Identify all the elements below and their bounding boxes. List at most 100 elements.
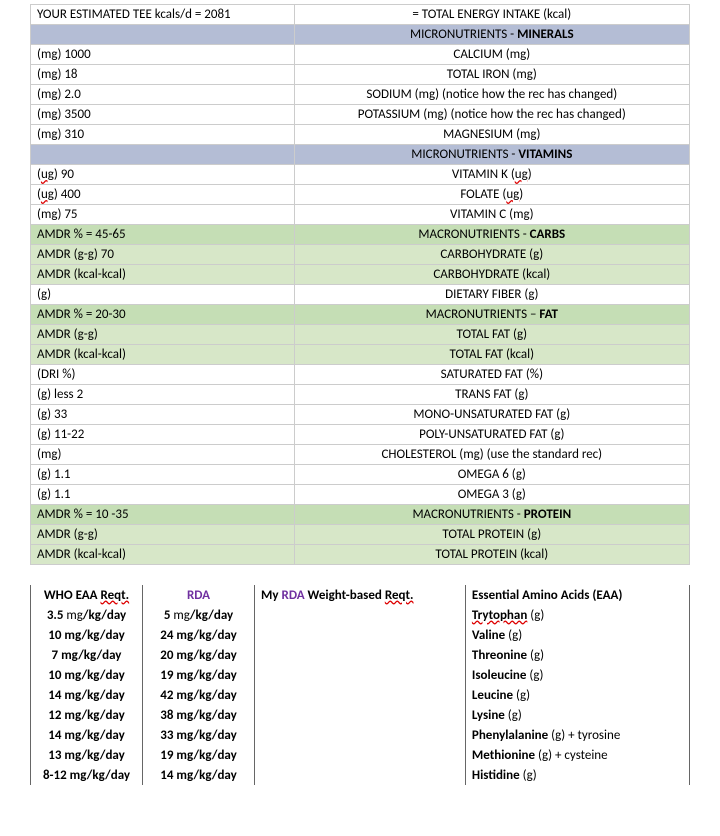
amino-row: 14 mg/kg/day42 mg/kg/dayLeucine (g) (31, 685, 690, 705)
row-left: (DRI %) (31, 365, 295, 385)
table-row: (mg) 1000CALCIUM (mg) (31, 45, 690, 65)
myrda-cell (255, 665, 466, 685)
table-row: AMDR (kcal-kcal)TOTAL FAT (kcal) (31, 345, 690, 365)
row-right: CHOLESTEROL (mg) (use the standard rec) (294, 445, 689, 465)
eaa-cell: Methionine (g) + cysteine (465, 745, 689, 765)
amino-row: 14 mg/kg/day33 mg/kg/day Phenylalanine (g… (31, 725, 690, 745)
row-right: TOTAL PROTEIN (kcal) (294, 545, 689, 565)
amino-row: 8-12 mg/kg/day14 mg/kg/dayHistidine (g) (31, 765, 690, 785)
tee-label: YOUR ESTIMATED TEE kcals/d = 2081 (31, 5, 295, 25)
table-row: (g) less 2TRANS FAT (g) (31, 385, 690, 405)
row-right: OMEGA 6 (g) (294, 465, 689, 485)
rda-cell: 38 mg/kg/day (143, 705, 255, 725)
table-row: (mg) 18TOTAL IRON (mg) (31, 65, 690, 85)
row-left: (mg) 1000 (31, 45, 295, 65)
table-row: (ug) 90VITAMIN K (ug) (31, 165, 690, 185)
amino-row: 7 mg/kg/day20 mg/kg/day Threonine (g) (31, 645, 690, 665)
row-right: TOTAL FAT (g) (294, 325, 689, 345)
row-right: TRANS FAT (g) (294, 385, 689, 405)
row-left: (ug) 90 (31, 165, 295, 185)
rda-cell: 19 mg/kg/day (143, 665, 255, 685)
table-row: (DRI %)SATURATED FAT (%) (31, 365, 690, 385)
table-row: (mg)CHOLESTEROL (mg) (use the standard r… (31, 445, 690, 465)
table-row: (g) 33MONO-UNSATURATED FAT (g) (31, 405, 690, 425)
myrda-cell (255, 745, 466, 765)
table-row: (g) 11-22POLY-UNSATURATED FAT (g) (31, 425, 690, 445)
table-row: (g) 1.1OMEGA 3 (g) (31, 485, 690, 505)
row-left: AMDR (kcal-kcal) (31, 545, 295, 565)
rda-cell: 14 mg/kg/day (143, 765, 255, 785)
who-cell: 10 mg/kg/day (31, 665, 143, 685)
row-right: CALCIUM (mg) (294, 45, 689, 65)
row-right: OMEGA 3 (g) (294, 485, 689, 505)
eaa-cell: Threonine (g) (465, 645, 689, 665)
amino-table: WHO EAA Reqt. RDA My RDA Weight-based Re… (30, 585, 690, 785)
table-row: AMDR (g-g) 70CARBOHYDRATE (g) (31, 245, 690, 265)
row-left: (g) 1.1 (31, 465, 295, 485)
row-right: SODIUM (mg) (notice how the rec has chan… (294, 85, 689, 105)
table-row: AMDR (g-g)TOTAL FAT (g) (31, 325, 690, 345)
table-row: (g)DIETARY FIBER (g) (31, 285, 690, 305)
row-right: VITAMIN K (ug) (294, 165, 689, 185)
eaa-cell: Trytophan (g) (465, 605, 689, 625)
amino-row: 10 mg/kg/day24 mg/kg/dayValine (g) (31, 625, 690, 645)
row-left: (g) 11-22 (31, 425, 295, 445)
who-cell: 14 mg/kg/day (31, 685, 143, 705)
amino-header-row: WHO EAA Reqt. RDA My RDA Weight-based Re… (31, 585, 690, 605)
myrda-cell (255, 645, 466, 665)
row-right: DIETARY FIBER (g) (294, 285, 689, 305)
table-row: (mg) 310MAGNESIUM (mg) (31, 125, 690, 145)
myrda-cell (255, 765, 466, 785)
row-right: VITAMIN C (mg) (294, 205, 689, 225)
rda-cell: 19 mg/kg/day (143, 745, 255, 765)
row-right: POTASSIUM (mg) (notice how the rec has c… (294, 105, 689, 125)
rda-cell: 20 mg/kg/day (143, 645, 255, 665)
row-right: POLY-UNSATURATED FAT (g) (294, 425, 689, 445)
tee-row: YOUR ESTIMATED TEE kcals/d = 2081 = TOTA… (31, 5, 690, 25)
eaa-cell: Phenylalanine (g) + tyrosine (465, 725, 689, 745)
row-left: AMDR (g-g) (31, 525, 295, 545)
amino-row: 13 mg/kg/day19 mg/kg/day Methionine (g) +… (31, 745, 690, 765)
rda-cell: 33 mg/kg/day (143, 725, 255, 745)
row-right: TOTAL PROTEIN (g) (294, 525, 689, 545)
row-right: CARBOHYDRATE (kcal) (294, 265, 689, 285)
who-header: WHO EAA Reqt. (31, 585, 143, 605)
table-row: (ug) 400FOLATE (ug) (31, 185, 690, 205)
amino-row: 12 mg/kg/day38 mg/kg/dayLysine (g) (31, 705, 690, 725)
row-left: (ug) 400 (31, 185, 295, 205)
row-left: (mg) (31, 445, 295, 465)
who-cell: 13 mg/kg/day (31, 745, 143, 765)
row-right: MAGNESIUM (mg) (294, 125, 689, 145)
vitamins-header: MICRONUTRIENTS - VITAMINS (31, 145, 690, 165)
myrda-cell (255, 685, 466, 705)
myrda-cell (255, 605, 466, 625)
table-row: AMDR (kcal-kcal)TOTAL PROTEIN (kcal) (31, 545, 690, 565)
rda-header: RDA (143, 585, 255, 605)
fat-header: AMDR % = 20-30 MACRONUTRIENTS – FAT (31, 305, 690, 325)
who-cell: 7 mg/kg/day (31, 645, 143, 665)
row-left: AMDR (g-g) 70 (31, 245, 295, 265)
eaa-cell: Lysine (g) (465, 705, 689, 725)
row-left: (mg) 75 (31, 205, 295, 225)
who-cell: 3.5 mg/kg/day (31, 605, 143, 625)
amino-row: 3.5 mg/kg/day5 mg/kg/dayTrytophan (g) (31, 605, 690, 625)
row-right: FOLATE (ug) (294, 185, 689, 205)
row-left: (mg) 2.0 (31, 85, 295, 105)
table-row: AMDR (kcal-kcal)CARBOHYDRATE (kcal) (31, 265, 690, 285)
row-left: (g) 1.1 (31, 485, 295, 505)
table-row: (mg) 3500POTASSIUM (mg) (notice how the … (31, 105, 690, 125)
row-right: CARBOHYDRATE (g) (294, 245, 689, 265)
myrda-cell (255, 725, 466, 745)
minerals-header: MICRONUTRIENTS - MINERALS (31, 25, 690, 45)
row-right: TOTAL IRON (mg) (294, 65, 689, 85)
row-left: AMDR (kcal-kcal) (31, 265, 295, 285)
myrda-header: My RDA Weight-based Reqt. (255, 585, 466, 605)
who-cell: 14 mg/kg/day (31, 725, 143, 745)
row-left: (g) less 2 (31, 385, 295, 405)
row-left: (g) 33 (31, 405, 295, 425)
who-cell: 10 mg/kg/day (31, 625, 143, 645)
rda-cell: 42 mg/kg/day (143, 685, 255, 705)
row-right: TOTAL FAT (kcal) (294, 345, 689, 365)
row-right: MONO-UNSATURATED FAT (g) (294, 405, 689, 425)
myrda-cell (255, 705, 466, 725)
